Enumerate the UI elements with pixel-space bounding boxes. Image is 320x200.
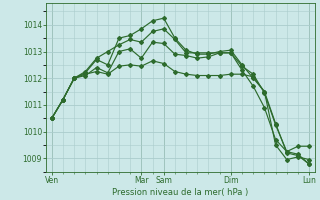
X-axis label: Pression niveau de la mer( hPa ): Pression niveau de la mer( hPa ) — [112, 188, 249, 197]
